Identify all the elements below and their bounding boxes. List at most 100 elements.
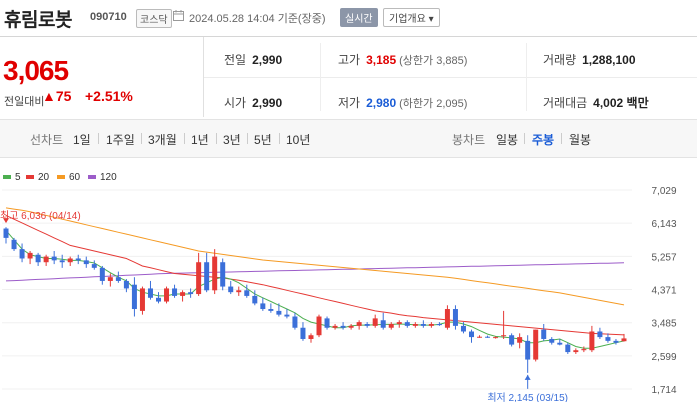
candle-body [276, 310, 282, 315]
stats-row-divider [204, 77, 697, 78]
legend-swatch [26, 175, 34, 180]
candle-body [460, 325, 466, 332]
candle-body [533, 329, 539, 360]
candle-body [469, 331, 474, 338]
candle-body [99, 267, 105, 281]
stat-sub: (상한가 3,885) [399, 55, 468, 67]
stat-label: 거래대금 [543, 96, 588, 110]
tab-separator [247, 133, 248, 144]
stat-high: 고가 3,185 (상한가 3,885) [338, 51, 467, 68]
legend-label: 20 [38, 172, 50, 183]
stat-open: 시가 2,990 [224, 94, 282, 111]
y-tick-label: 2,599 [651, 352, 676, 363]
tab-1w[interactable]: 1주일 [106, 133, 135, 147]
legend-item-ma120: 120 [88, 172, 117, 183]
tab-1d[interactable]: 1일 [73, 133, 91, 147]
stat-volume: 거래량 1,288,100 [543, 51, 636, 68]
candle-body [485, 336, 491, 338]
tab-separator [184, 133, 185, 144]
candle-body [581, 349, 587, 351]
tab-separator [561, 133, 562, 144]
candle-body [348, 325, 354, 328]
tab-3m[interactable]: 3개월 [148, 133, 177, 147]
candle-body [83, 260, 89, 265]
tab-5y[interactable]: 5년 [254, 133, 272, 147]
candle-body [59, 260, 65, 263]
company-overview-dropdown[interactable]: 기업개요 ▾ [383, 8, 440, 27]
price-change: ▲75 [42, 88, 72, 104]
candle-body [43, 256, 49, 263]
candle-body [501, 335, 507, 337]
candle-body [436, 324, 442, 326]
stock-header: 휴림로봇 090710 코스닥 2024.05.28 14:04 기준(장중) … [0, 0, 697, 37]
candle-body [107, 277, 113, 281]
candle-body [204, 262, 210, 291]
legend-item-ma20: 20 [26, 172, 49, 183]
candle-body [188, 292, 194, 295]
stat-prev-close: 전일 2,990 [224, 51, 282, 68]
candle-body [260, 303, 266, 310]
stat-sub: (하한가 2,095) [399, 98, 468, 110]
candle-body [220, 262, 226, 287]
tab-monthly[interactable]: 월봉 [569, 133, 592, 147]
candle-body [91, 264, 97, 268]
stat-value: 2,990 [252, 53, 283, 67]
candle-body [172, 288, 178, 296]
stat-value: 2,980 [366, 96, 397, 110]
candle-body [316, 316, 322, 336]
stat-label: 저가 [338, 96, 361, 110]
stock-name: 휴림로봇 [4, 10, 72, 31]
candlestick-chart[interactable]: 7,029 6,143 5,257 4,371 3,485 2,599 1,714 최고 6,… [0, 160, 697, 402]
candle-body [147, 288, 153, 298]
calendar-icon [173, 10, 184, 21]
candle-body [115, 277, 121, 281]
candle-body [27, 252, 33, 259]
tab-separator [524, 133, 525, 144]
candle-body [3, 228, 9, 238]
candle-body [557, 342, 563, 345]
legend-item-ma60: 60 [57, 172, 80, 183]
tab-separator [141, 133, 142, 144]
legend-swatch [57, 175, 65, 180]
change-label: 전일대비 [4, 96, 45, 108]
legend-label: 60 [69, 172, 81, 183]
candle-body [236, 290, 242, 293]
candle-body [19, 249, 25, 259]
candle-body [35, 254, 41, 263]
candle-body [493, 337, 499, 339]
low-arrow-icon [524, 374, 531, 380]
candle-body [380, 320, 386, 328]
tab-1y[interactable]: 1년 [191, 133, 209, 147]
realtime-button[interactable]: 실시간 [340, 8, 378, 27]
candle-body [212, 256, 218, 291]
candle-body [340, 325, 346, 328]
price-change-percent: +2.51% [85, 88, 133, 104]
y-tick-label: 4,371 [651, 286, 676, 297]
tab-weekly[interactable]: 주봉 [532, 133, 555, 147]
candle-body [228, 286, 234, 293]
candle-body [364, 324, 370, 326]
legend-item-ma5: 5 [3, 172, 21, 183]
stat-label: 시가 [224, 96, 247, 110]
line-chart-label: 선차트 [30, 133, 64, 147]
candle-body [613, 340, 619, 343]
stock-code: 090710 [90, 11, 127, 23]
tab-separator [216, 133, 217, 144]
stat-value: 3,185 [366, 53, 397, 67]
low-annotation: 최저 2,145 (03/15) [487, 392, 568, 402]
ma120-line [5, 262, 625, 282]
candle-body [541, 329, 547, 339]
candle-body [589, 331, 595, 351]
tab-3y[interactable]: 3년 [223, 133, 241, 147]
candle-body [573, 350, 579, 353]
tab-daily[interactable]: 일봉 [496, 133, 519, 147]
candle-body [75, 258, 81, 261]
candle-body [11, 239, 17, 250]
ma60-line [5, 207, 625, 306]
tab-10y[interactable]: 10년 [286, 133, 311, 147]
stat-low: 저가 2,980 (하한가 2,095) [338, 94, 467, 111]
candle-body [477, 336, 483, 338]
candle-body [308, 335, 314, 339]
candle-body [509, 335, 515, 345]
candle-body [324, 318, 330, 328]
